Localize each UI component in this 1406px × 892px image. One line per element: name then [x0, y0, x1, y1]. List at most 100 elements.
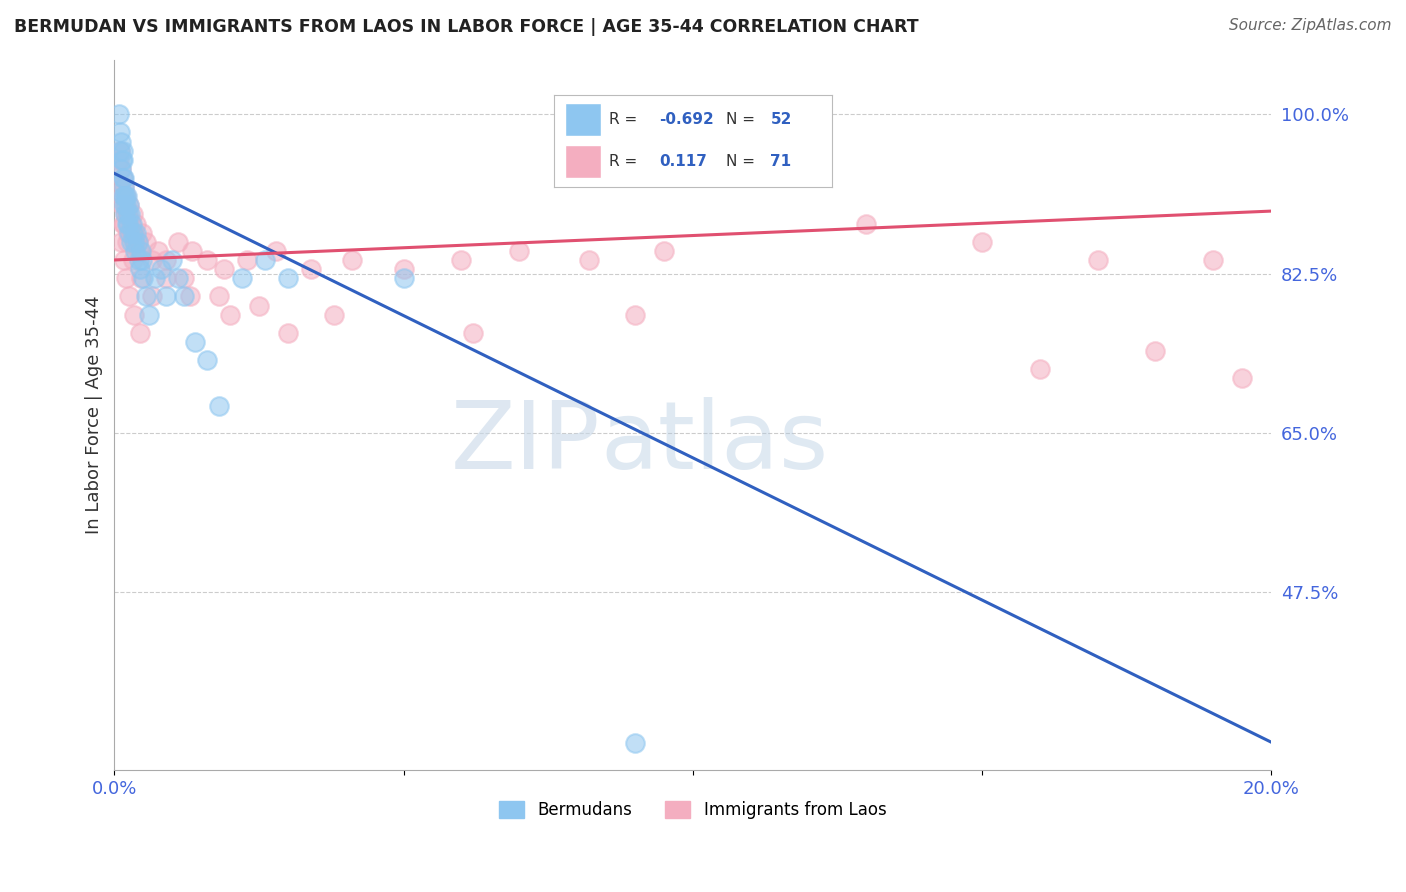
- Point: [122, 226, 145, 240]
- Text: atlas: atlas: [600, 397, 828, 489]
- Point: [118, 289, 141, 303]
- Point: [125, 217, 148, 231]
- Point: [122, 207, 145, 221]
- Point: [195, 252, 218, 267]
- Point: [128, 244, 150, 258]
- Point: [149, 262, 172, 277]
- Point: [155, 271, 177, 285]
- Point: [122, 308, 145, 322]
- Point: [111, 217, 134, 231]
- Legend: Bermudans, Immigrants from Laos: Bermudans, Immigrants from Laos: [492, 794, 893, 826]
- Point: [624, 736, 647, 750]
- Point: [108, 125, 131, 139]
- Point: [1202, 252, 1225, 267]
- Point: [624, 308, 647, 322]
- Point: [173, 271, 195, 285]
- Point: [195, 353, 218, 368]
- Point: [115, 189, 138, 203]
- Point: [120, 217, 142, 231]
- Point: [184, 334, 207, 349]
- Point: [179, 289, 201, 303]
- Point: [108, 180, 131, 194]
- Point: [110, 161, 132, 176]
- Point: [111, 171, 134, 186]
- Text: Source: ZipAtlas.com: Source: ZipAtlas.com: [1229, 18, 1392, 33]
- Point: [127, 235, 149, 249]
- Point: [117, 217, 139, 231]
- Point: [118, 198, 141, 212]
- Point: [1144, 344, 1167, 359]
- Point: [111, 144, 134, 158]
- Point: [128, 252, 150, 267]
- Point: [141, 289, 163, 303]
- Point: [340, 252, 363, 267]
- Point: [115, 198, 138, 212]
- Point: [112, 189, 135, 203]
- Point: [131, 252, 153, 267]
- Point: [131, 226, 153, 240]
- Point: [112, 180, 135, 194]
- Point: [110, 235, 132, 249]
- Point: [112, 171, 135, 186]
- Point: [114, 207, 136, 221]
- Point: [112, 217, 135, 231]
- Point: [132, 271, 155, 285]
- Point: [266, 244, 288, 258]
- Point: [118, 198, 141, 212]
- Y-axis label: In Labor Force | Age 35-44: In Labor Force | Age 35-44: [86, 295, 103, 534]
- Point: [114, 207, 136, 221]
- Point: [392, 271, 415, 285]
- Text: BERMUDAN VS IMMIGRANTS FROM LAOS IN LABOR FORCE | AGE 35-44 CORRELATION CHART: BERMUDAN VS IMMIGRANTS FROM LAOS IN LABO…: [14, 18, 918, 36]
- Point: [114, 189, 136, 203]
- Point: [207, 289, 229, 303]
- Point: [214, 262, 236, 277]
- Point: [135, 235, 157, 249]
- Point: [114, 198, 136, 212]
- Point: [247, 298, 270, 312]
- Point: [277, 326, 299, 340]
- Point: [118, 226, 141, 240]
- Point: [167, 235, 190, 249]
- Point: [112, 198, 135, 212]
- Point: [392, 262, 415, 277]
- Point: [207, 399, 229, 413]
- Point: [122, 226, 145, 240]
- Point: [129, 271, 152, 285]
- Point: [108, 153, 131, 167]
- Point: [114, 189, 136, 203]
- Point: [111, 171, 134, 186]
- Point: [652, 244, 675, 258]
- Point: [855, 217, 877, 231]
- Point: [110, 161, 132, 176]
- Point: [138, 308, 160, 322]
- Point: [277, 271, 299, 285]
- Point: [231, 271, 253, 285]
- Point: [115, 189, 138, 203]
- Point: [155, 252, 177, 267]
- Point: [120, 235, 142, 249]
- Point: [253, 252, 276, 267]
- Point: [740, 144, 762, 158]
- Point: [108, 107, 131, 121]
- Text: ZIP: ZIP: [450, 397, 600, 489]
- Point: [323, 308, 346, 322]
- Point: [115, 207, 138, 221]
- Point: [118, 207, 141, 221]
- Point: [111, 198, 134, 212]
- Point: [122, 252, 145, 267]
- Point: [122, 235, 145, 249]
- Point: [135, 289, 157, 303]
- Point: [115, 217, 138, 231]
- Point: [450, 252, 472, 267]
- Point: [146, 244, 169, 258]
- Point: [970, 235, 993, 249]
- Point: [112, 153, 135, 167]
- Point: [112, 189, 135, 203]
- Point: [181, 244, 204, 258]
- Point: [508, 244, 530, 258]
- Point: [143, 271, 166, 285]
- Point: [167, 271, 190, 285]
- Point: [173, 289, 195, 303]
- Point: [117, 207, 139, 221]
- Point: [112, 180, 135, 194]
